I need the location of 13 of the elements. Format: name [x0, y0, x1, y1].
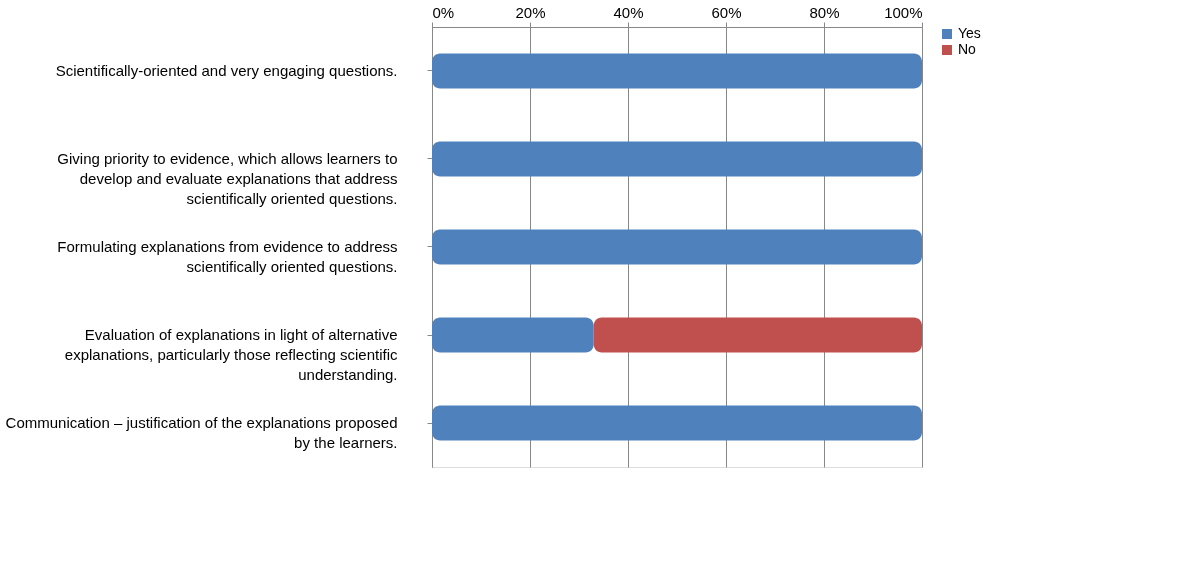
x-tick-label: 100% — [884, 3, 923, 21]
x-tick-label: 20% — [515, 3, 546, 21]
x-tick-label: 40% — [613, 3, 644, 21]
y-tick-label: Scientifically-oriented and very engaging questions. — [55, 62, 398, 79]
x-tick-label: 60% — [711, 3, 742, 21]
legend-label: No — [958, 41, 977, 57]
y-tick-label: Communication – justification of the explanations proposed by the learners. — [5, 414, 398, 451]
y-tick-label: Evaluation of explanations in light of alternative explanations, particularly those reflecting scientific understanding. — [64, 326, 398, 383]
y-tick-label: Giving priority to evidence, which allows learners to develop and evaluate explanations that address scientifically oriented questions. — [57, 150, 398, 207]
x-tick-label: 0% — [432, 3, 455, 21]
legend-label: Yes — [958, 25, 981, 41]
x-tick-label: 80% — [809, 3, 840, 21]
y-tick-label: Formulating explanations from evidence to address scientifically oriented questions. — [57, 238, 398, 275]
